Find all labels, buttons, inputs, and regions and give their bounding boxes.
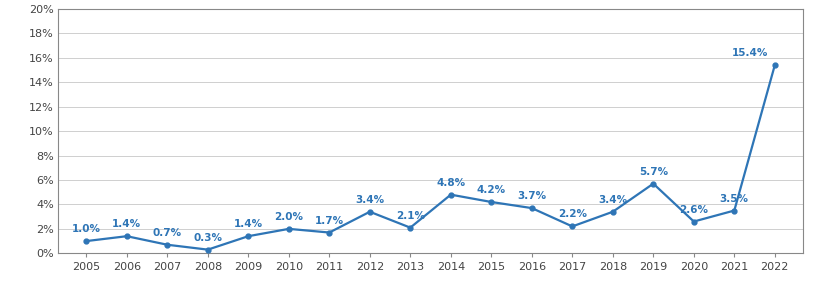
Text: 2.2%: 2.2% (557, 209, 586, 219)
Text: 1.4%: 1.4% (112, 219, 141, 229)
Text: 1.0%: 1.0% (72, 224, 101, 234)
Text: 0.3%: 0.3% (193, 233, 222, 243)
Text: 15.4%: 15.4% (730, 48, 767, 58)
Text: 2.6%: 2.6% (678, 205, 707, 215)
Text: 4.2%: 4.2% (476, 185, 505, 195)
Text: 1.4%: 1.4% (233, 219, 262, 229)
Text: 3.5%: 3.5% (719, 194, 748, 204)
Text: 0.7%: 0.7% (152, 228, 182, 238)
Text: 3.7%: 3.7% (517, 191, 546, 201)
Text: 2.1%: 2.1% (395, 211, 424, 221)
Text: 3.4%: 3.4% (355, 195, 384, 205)
Text: 5.7%: 5.7% (638, 167, 667, 177)
Text: 3.4%: 3.4% (598, 195, 627, 205)
Text: 4.8%: 4.8% (436, 178, 465, 188)
Text: 1.7%: 1.7% (314, 215, 343, 226)
Text: 2.0%: 2.0% (274, 212, 303, 222)
